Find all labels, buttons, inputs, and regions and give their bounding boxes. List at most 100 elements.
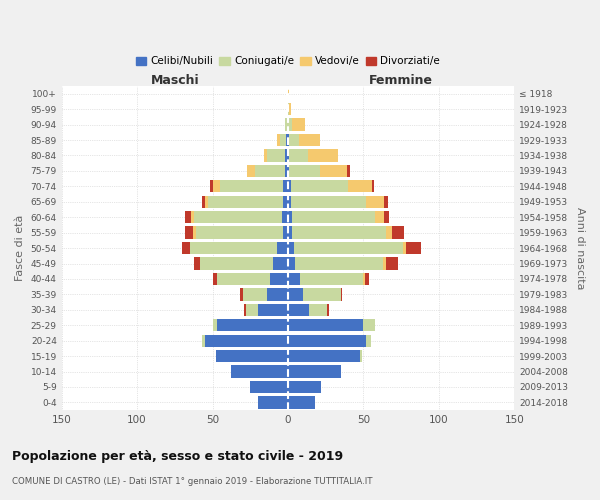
Bar [288, 180, 291, 192]
Bar [288, 134, 289, 146]
Bar [292, 211, 376, 224]
Bar [299, 134, 320, 146]
Bar [288, 273, 300, 285]
Bar [191, 211, 194, 224]
Bar [292, 226, 386, 239]
Text: Maschi: Maschi [151, 74, 199, 87]
Bar [288, 164, 289, 177]
Bar [288, 150, 289, 162]
Bar [289, 164, 320, 177]
Bar [300, 273, 364, 285]
Bar [208, 196, 283, 208]
Bar [202, 196, 205, 208]
Bar [283, 196, 288, 208]
Bar [190, 242, 277, 254]
Bar [288, 366, 341, 378]
Bar [288, 103, 289, 116]
Bar [364, 273, 365, 285]
Bar [385, 211, 389, 224]
Bar [289, 150, 308, 162]
Bar [347, 164, 350, 177]
Bar [239, 288, 242, 300]
Bar [246, 304, 258, 316]
Text: Femmine: Femmine [369, 74, 433, 87]
Bar [258, 396, 288, 408]
Bar [250, 381, 288, 393]
Bar [182, 242, 190, 254]
Bar [292, 118, 305, 131]
Bar [309, 304, 327, 316]
Bar [264, 150, 267, 162]
Bar [267, 288, 288, 300]
Y-axis label: Anni di nascita: Anni di nascita [575, 207, 585, 290]
Bar [230, 366, 288, 378]
Bar [277, 134, 280, 146]
Bar [383, 258, 386, 270]
Bar [270, 273, 288, 285]
Bar [185, 226, 193, 239]
Bar [288, 226, 292, 239]
Bar [285, 164, 288, 177]
Bar [385, 196, 388, 208]
Bar [217, 319, 288, 332]
Bar [288, 196, 291, 208]
Bar [348, 180, 373, 192]
Bar [295, 258, 383, 270]
Bar [289, 103, 291, 116]
Bar [327, 304, 329, 316]
Bar [364, 319, 376, 332]
Bar [286, 134, 288, 146]
Bar [288, 304, 309, 316]
Bar [320, 164, 347, 177]
Bar [200, 258, 273, 270]
Bar [288, 88, 289, 100]
Bar [288, 118, 292, 131]
Bar [392, 226, 404, 239]
Bar [212, 180, 220, 192]
Bar [288, 381, 321, 393]
Bar [255, 164, 285, 177]
Bar [386, 258, 398, 270]
Bar [303, 288, 341, 300]
Bar [361, 350, 362, 362]
Bar [212, 273, 217, 285]
Bar [288, 396, 315, 408]
Text: Popolazione per età, sesso e stato civile - 2019: Popolazione per età, sesso e stato civil… [12, 450, 343, 463]
Bar [202, 334, 205, 347]
Bar [288, 319, 364, 332]
Bar [406, 242, 421, 254]
Bar [277, 242, 288, 254]
Bar [267, 150, 285, 162]
Bar [280, 134, 286, 146]
Text: COMUNE DI CASTRO (LE) - Dati ISTAT 1° gennaio 2019 - Elaborazione TUTTITALIA.IT: COMUNE DI CASTRO (LE) - Dati ISTAT 1° ge… [12, 478, 373, 486]
Bar [288, 334, 367, 347]
Bar [285, 118, 288, 131]
Bar [196, 226, 283, 239]
Bar [288, 258, 295, 270]
Bar [242, 288, 267, 300]
Bar [247, 164, 255, 177]
Bar [205, 334, 288, 347]
Bar [289, 134, 299, 146]
Bar [308, 150, 338, 162]
Bar [288, 350, 361, 362]
Bar [283, 226, 288, 239]
Bar [294, 242, 403, 254]
Bar [403, 242, 406, 254]
Bar [291, 180, 348, 192]
Y-axis label: Fasce di età: Fasce di età [15, 215, 25, 282]
Bar [288, 288, 303, 300]
Bar [367, 334, 371, 347]
Bar [283, 180, 288, 192]
Bar [376, 211, 385, 224]
Bar [209, 180, 212, 192]
Bar [288, 211, 292, 224]
Bar [273, 258, 288, 270]
Bar [185, 211, 191, 224]
Bar [212, 319, 217, 332]
Bar [365, 273, 370, 285]
Bar [194, 211, 282, 224]
Bar [258, 304, 288, 316]
Bar [205, 196, 208, 208]
Bar [215, 350, 288, 362]
